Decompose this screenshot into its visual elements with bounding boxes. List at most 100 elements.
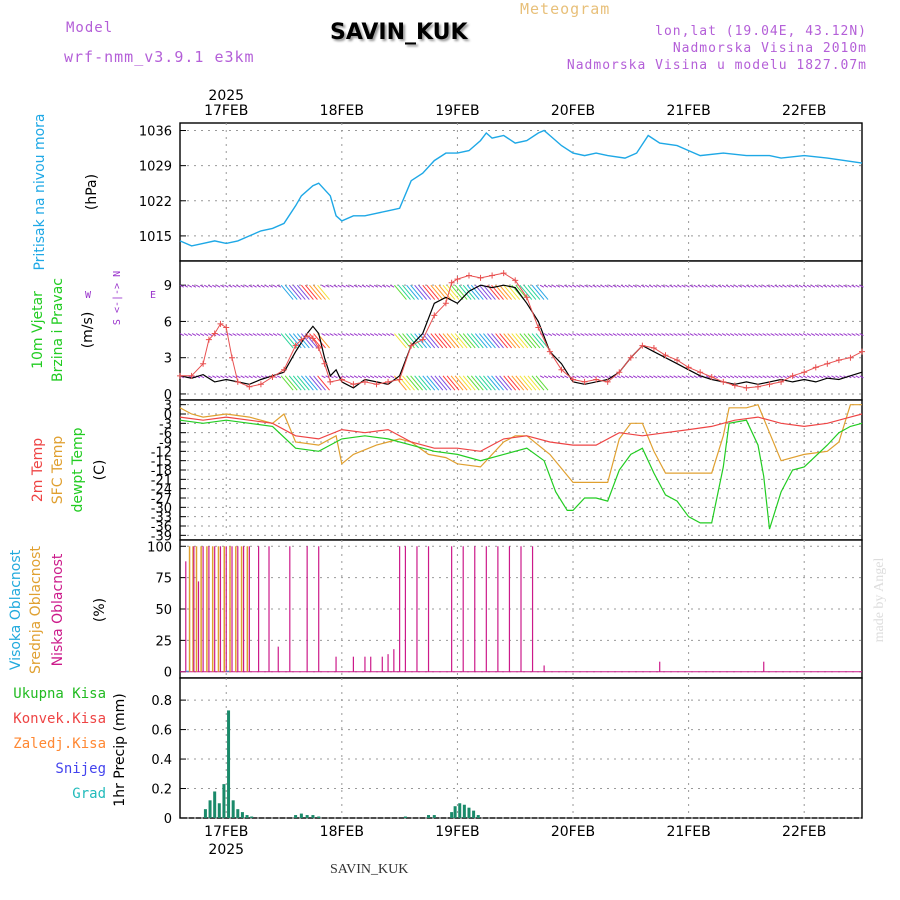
wind-barb: [361, 284, 367, 288]
wind-barb: [474, 284, 488, 300]
panel-frame-wind: [179, 260, 863, 401]
precip-bar: [476, 815, 480, 818]
y-tick-label: -12: [151, 445, 172, 460]
wind-barb: [564, 375, 569, 379]
wind-barb: [750, 333, 755, 336]
wind-barb: [337, 333, 342, 336]
high-cloud-bar: [226, 670, 230, 672]
wind-barb: [454, 375, 468, 391]
wind-barb: [280, 333, 294, 349]
wind-barb: [827, 333, 832, 336]
wind-barb: [333, 284, 338, 288]
wind-barb: [717, 375, 723, 379]
wind-barb: [859, 375, 864, 379]
wind-barb: [843, 333, 848, 336]
wind-barb: [665, 333, 670, 336]
wind-barb: [208, 375, 213, 379]
wind-barb: [770, 284, 775, 288]
wind-barb: [511, 333, 525, 349]
wind-gust-mark: [558, 366, 565, 373]
wind-barb: [446, 333, 460, 349]
wind-barb: [313, 284, 326, 300]
wind-barb: [608, 284, 613, 288]
wind-barb: [523, 284, 537, 300]
y-tick-label: -18: [151, 464, 172, 479]
wind-barb: [814, 284, 820, 288]
wind-barb: [406, 333, 419, 349]
wind-barb: [341, 333, 346, 336]
wind-barb: [673, 284, 678, 288]
wind-barb: [503, 333, 517, 349]
wind-barb: [426, 375, 440, 391]
y-tick-label: 0: [164, 408, 172, 423]
wind-barb: [806, 333, 812, 336]
wind-barb: [786, 284, 791, 288]
panel-frame-precip: [179, 677, 863, 819]
wind-barb: [503, 284, 517, 300]
wind-barb: [697, 375, 702, 379]
wind-barb: [580, 284, 585, 288]
station-title: SAVIN_KUK: [330, 20, 468, 45]
wind-barb: [462, 333, 476, 349]
wind-barb: [422, 375, 436, 391]
wind-barb: [778, 284, 783, 288]
wind-barb: [600, 375, 605, 379]
wind-gust-mark: [373, 381, 380, 388]
wind-barb: [624, 375, 630, 379]
wind-barb: [483, 333, 496, 349]
wind-barb: [717, 284, 723, 288]
wind-barb: [260, 375, 265, 379]
wind-barb: [248, 375, 253, 379]
wind-barb: [300, 284, 314, 300]
wind-barb: [276, 333, 282, 336]
wind-barb: [442, 375, 456, 391]
wind-barb: [523, 375, 537, 391]
y-tick-label: 0: [164, 388, 172, 403]
wind-gust-mark: [662, 352, 669, 359]
wind-barb: [738, 375, 743, 379]
low-cloud-label: Niska Oblacnost: [50, 553, 66, 666]
precip-bar: [311, 815, 315, 818]
wind-barb: [191, 333, 197, 336]
wind-barb: [406, 284, 419, 300]
wind-barb: [810, 284, 816, 288]
wind-barb: [701, 333, 706, 336]
bottom-date-label: 17FEB: [204, 824, 248, 840]
wind-barb: [280, 284, 294, 300]
wind-barb: [839, 284, 844, 288]
wind-barb: [766, 284, 771, 288]
wind-barb: [612, 284, 617, 288]
precip-bar: [472, 810, 476, 818]
wind-barb: [669, 333, 674, 336]
wind-barb: [738, 333, 743, 336]
wind-barb: [321, 375, 326, 379]
wind-barb: [305, 375, 318, 391]
wind-barb: [406, 375, 419, 391]
wind-barb: [523, 333, 537, 349]
wind-barb: [758, 284, 763, 288]
wind-barb: [556, 375, 561, 379]
wind-barb: [353, 333, 358, 336]
wind-barb: [632, 333, 638, 336]
precip-bar: [432, 815, 436, 818]
wind-barb: [260, 284, 265, 288]
wind-barb: [564, 333, 569, 336]
wind-barb: [847, 284, 852, 288]
wind-barb: [479, 375, 492, 391]
wind-barb: [677, 284, 682, 288]
wind-barb: [855, 375, 860, 379]
precip-bar: [317, 816, 321, 818]
y-tick-label: 3: [164, 399, 172, 414]
wind-barb: [798, 284, 803, 288]
wind-barb: [560, 333, 565, 336]
wind-barb: [430, 375, 444, 391]
wind-gust-mark: [500, 270, 507, 277]
wind-gust-mark: [847, 354, 854, 361]
wind-barb: [766, 375, 771, 379]
wind-barb: [531, 375, 545, 391]
wind-barb: [296, 375, 310, 391]
precip-bar: [217, 803, 221, 818]
precip-legend-item: Ukupna Kisa: [13, 686, 106, 702]
wind-gust-mark: [269, 374, 276, 381]
wind-gust-mark: [685, 364, 692, 371]
